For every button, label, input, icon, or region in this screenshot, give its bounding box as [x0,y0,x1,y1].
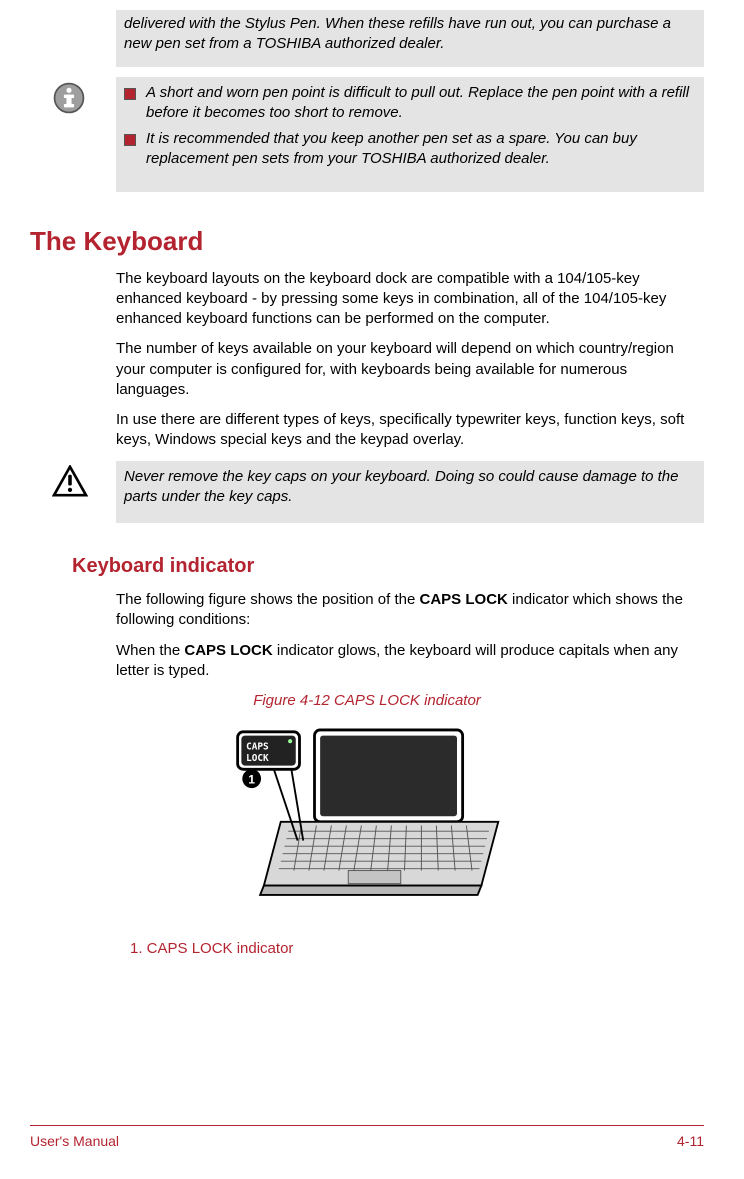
warning-icon [52,461,116,524]
info-bullet-text: It is recommended that you keep another … [146,129,696,170]
subsection-paragraph: When the CAPS LOCK indicator glows, the … [116,641,704,682]
caps-key-line1: CAPS [246,742,269,753]
section-paragraph: In use there are different types of keys… [116,410,704,451]
subsection-paragraph: The following figure shows the position … [116,590,704,631]
para-bold: CAPS LOCK [420,591,508,608]
callout-number: 1 [248,773,255,787]
info-bullet: It is recommended that you keep another … [124,129,696,170]
figure-caption: Figure 4-12 CAPS LOCK indicator [30,691,704,711]
bullet-square-icon [124,83,146,124]
para-prefix: The following figure shows the position … [116,591,420,608]
info-bullet: A short and worn pen point is difficult … [124,83,696,124]
footer-right: 4-11 [677,1132,704,1151]
footer-left: User's Manual [30,1132,119,1151]
bullet-square-icon [124,129,146,170]
section-paragraph: The keyboard layouts on the keyboard doc… [116,269,704,330]
info-icon [52,77,116,192]
caps-key-line2: LOCK [246,753,269,764]
info-callout-body: A short and worn pen point is difficult … [116,77,704,192]
figure-caps-lock: CAPS LOCK 1 [30,719,704,919]
figure-legend: 1. CAPS LOCK indicator [130,939,704,959]
info-callout: A short and worn pen point is difficult … [52,77,704,192]
para-prefix: When the [116,642,184,659]
warning-callout: Never remove the key caps on your keyboa… [52,461,704,524]
stylus-note-continuation: delivered with the Stylus Pen. When thes… [116,10,704,67]
para-bold: CAPS LOCK [184,642,272,659]
subsection-heading-keyboard-indicator: Keyboard indicator [72,553,704,580]
page-footer: User's Manual 4-11 [30,1125,704,1151]
info-bullet-text: A short and worn pen point is difficult … [146,83,696,124]
section-paragraph: The number of keys available on your key… [116,339,704,400]
section-heading-keyboard: The Keyboard [30,224,704,259]
warning-text: Never remove the key caps on your keyboa… [116,461,704,524]
